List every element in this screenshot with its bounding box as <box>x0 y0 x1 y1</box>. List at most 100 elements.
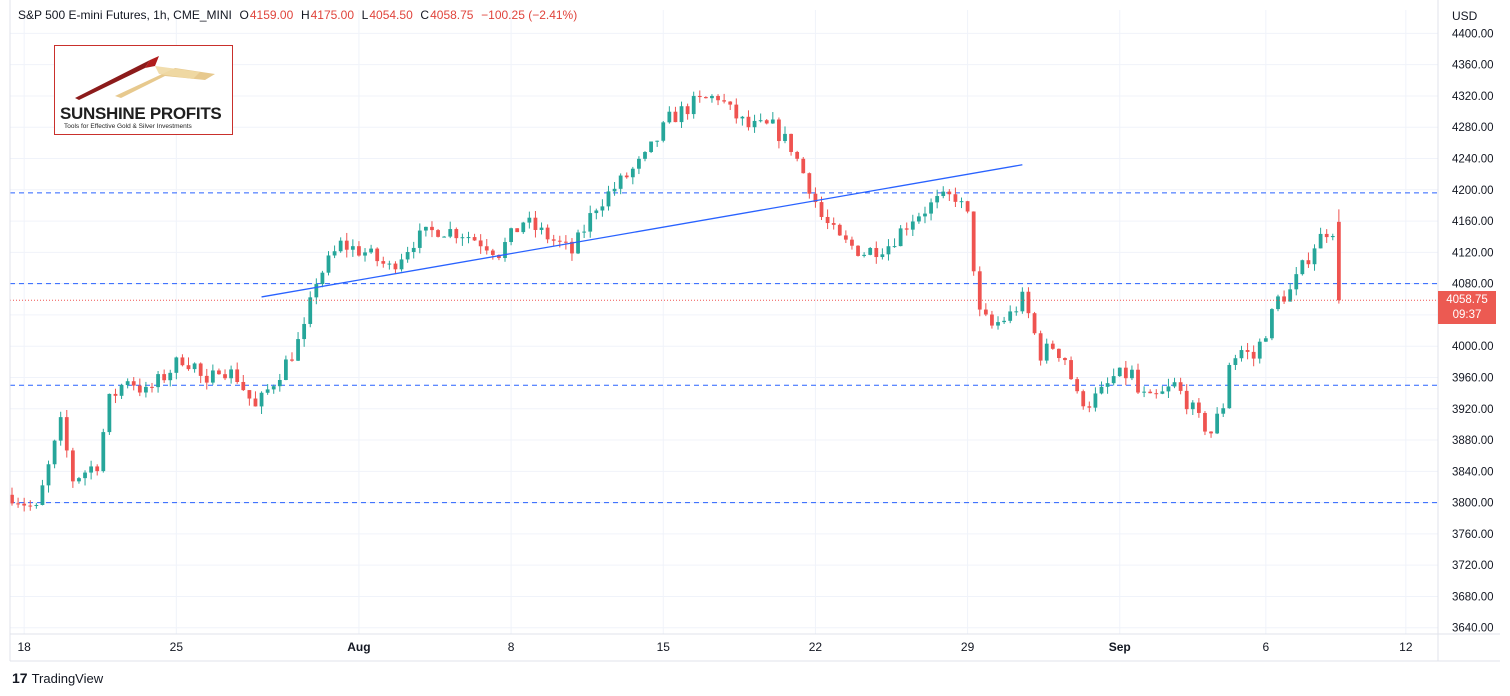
candle-body <box>1075 379 1080 392</box>
trend-line-segment[interactable] <box>261 164 1023 298</box>
candle-body <box>253 398 258 407</box>
price-tick-label: 4400.00 <box>1452 28 1494 40</box>
candle-body <box>1038 333 1043 361</box>
candle-body <box>630 168 635 178</box>
candle-body <box>64 417 69 451</box>
candle-body <box>326 255 331 273</box>
candle-body <box>210 370 215 383</box>
candle-body <box>125 381 130 386</box>
candle-body <box>247 390 252 399</box>
candle-body <box>667 111 672 123</box>
change-value: −100.25 (−2.41%) <box>481 8 578 22</box>
candle-body <box>296 339 300 361</box>
candle-body <box>344 240 349 250</box>
candle-body <box>174 357 179 373</box>
candle-body <box>996 322 1000 326</box>
price-tick-label: 4280.00 <box>1452 122 1494 134</box>
candle-body <box>40 485 45 505</box>
candle-body <box>923 213 927 217</box>
candle-body <box>740 116 745 119</box>
candle-body <box>436 230 440 237</box>
candle-body <box>527 217 532 223</box>
candle-body <box>521 222 526 233</box>
candle-body <box>162 374 167 381</box>
candle-body <box>497 254 501 259</box>
candle-body <box>679 106 684 123</box>
time-tick-label: 6 <box>1262 640 1269 654</box>
candle-body <box>910 221 915 230</box>
candle-body <box>959 201 964 203</box>
trend-line[interactable] <box>261 164 1023 298</box>
candle-body <box>862 254 867 256</box>
candle-body <box>1300 260 1305 275</box>
candle-body <box>539 227 544 230</box>
candle-body <box>95 466 100 472</box>
candle-body <box>284 359 288 380</box>
time-axis[interactable]: 18 25 Aug 8 15 22 29 Sep 6 12 <box>17 640 1412 654</box>
price-axis[interactable]: 3640.00 3680.00 3720.00 3760.00 3800.00 3840.… <box>1452 28 1494 634</box>
candle-body <box>886 246 891 255</box>
price-tick-label: 4160.00 <box>1452 216 1494 228</box>
candle-body <box>929 202 933 214</box>
logo-tagline: Tools for Effective Gold & Silver Invest… <box>64 123 192 130</box>
candle-body <box>1099 386 1104 394</box>
candle-body <box>819 202 824 217</box>
candle-body <box>977 271 982 310</box>
candle-body <box>235 369 240 382</box>
candle-body <box>442 236 447 238</box>
candle-body <box>783 133 787 142</box>
candle-body <box>393 263 398 270</box>
price-tick-label: 4240.00 <box>1452 154 1494 166</box>
price-tick-label: 3880.00 <box>1452 435 1494 447</box>
candle-body <box>850 239 854 246</box>
candle-body <box>423 226 428 231</box>
candle-body <box>1330 235 1335 238</box>
tradingview-attribution[interactable]: 17 TradingView <box>12 670 103 686</box>
candle-body <box>119 385 124 396</box>
candle-body <box>1239 350 1244 359</box>
candle-body <box>34 504 39 506</box>
candle-body <box>947 191 952 195</box>
candle-body <box>716 95 720 101</box>
candle-body <box>1233 358 1238 365</box>
candle-body <box>691 95 696 115</box>
candle-body <box>1318 233 1323 249</box>
time-tick-label: 12 <box>1399 640 1413 654</box>
sunshine-profits-logo: SUNSHINE PROFITS Tools for Effective Gol… <box>54 45 233 135</box>
candle-body <box>10 494 14 504</box>
candle-body <box>703 97 708 99</box>
candle-body <box>308 297 313 324</box>
time-tick-label: Aug <box>347 640 370 654</box>
time-tick-label: Sep <box>1109 640 1131 654</box>
candle-body <box>265 389 270 393</box>
candle-body <box>417 230 422 248</box>
candle-body <box>302 323 307 340</box>
price-tick-label: 4360.00 <box>1452 60 1494 72</box>
price-tick-label: 4000.00 <box>1452 341 1494 353</box>
candle-body <box>363 252 367 256</box>
candle-body <box>1270 309 1274 339</box>
candle-body <box>16 503 20 505</box>
candle-body <box>381 261 386 264</box>
candle-body <box>965 201 970 212</box>
currency-label[interactable]: USD <box>1452 9 1478 23</box>
candle-body <box>22 503 27 506</box>
candle-body <box>1105 383 1110 387</box>
price-tick-label: 3840.00 <box>1452 466 1494 478</box>
candle-body <box>576 232 580 254</box>
candle-body <box>1130 369 1134 379</box>
candle-body <box>557 240 562 242</box>
symbol-title: S&P 500 E-mini Futures, 1h, CME_MINI <box>18 8 232 22</box>
candle-body <box>624 175 629 178</box>
support-resistance-levels <box>10 192 1438 504</box>
candle-body <box>868 247 873 255</box>
symbol-legend: S&P 500 E-mini Futures, 1h, CME_MINI O41… <box>18 8 578 22</box>
candle-body <box>332 251 337 256</box>
candle-body <box>490 250 495 255</box>
candle-body <box>1026 291 1031 314</box>
candle-body <box>649 141 653 153</box>
candle-body <box>1209 431 1213 434</box>
candle-body <box>1324 233 1329 238</box>
candle-body <box>728 101 733 105</box>
